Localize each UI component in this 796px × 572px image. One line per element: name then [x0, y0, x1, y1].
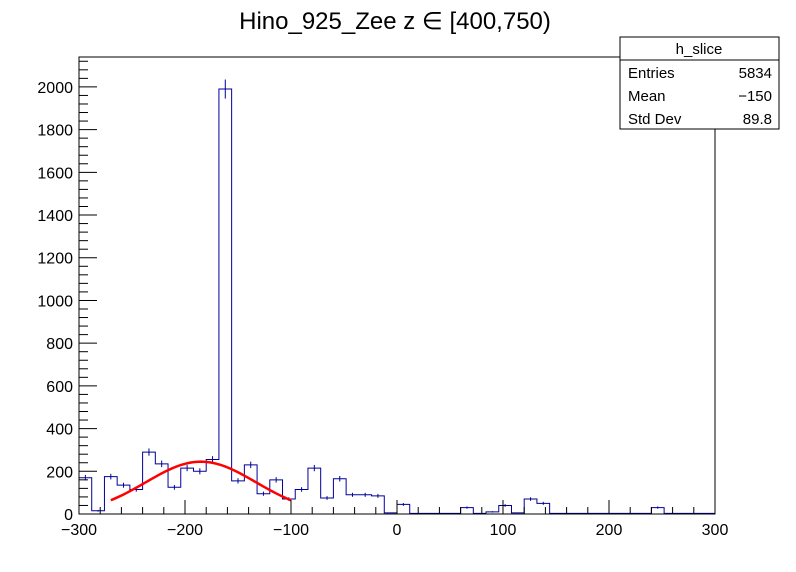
- y-tick-label: 200: [46, 464, 73, 481]
- histogram-bin: [206, 460, 219, 514]
- y-tick-label: 1400: [37, 208, 73, 225]
- histogram-bin: [308, 468, 321, 514]
- y-tick-label: 400: [46, 422, 73, 439]
- y-tick-label: 800: [46, 336, 73, 353]
- histogram-bin: [257, 494, 270, 514]
- stats-box-frame: [619, 36, 780, 130]
- histogram-bin: [232, 481, 245, 514]
- stats-mean-value: −150: [738, 88, 772, 105]
- histogram-bin: [79, 478, 92, 514]
- x-tick-label: 300: [702, 522, 729, 539]
- histogram-bin: [333, 479, 346, 514]
- histogram-bin: [321, 498, 334, 514]
- histogram-bin: [219, 89, 232, 514]
- histogram-bin: [346, 495, 359, 514]
- histogram-bin: [372, 496, 385, 514]
- x-tick-label: −200: [167, 522, 203, 539]
- histogram-bin: [295, 489, 308, 514]
- histogram-bin: [104, 477, 117, 514]
- stats-stddev-value: 89.8: [743, 111, 772, 128]
- histogram-bin: [168, 487, 181, 514]
- stats-box-title: h_slice: [676, 41, 723, 58]
- chart-title: Hino_925_Zee z ∈ [400,750): [239, 8, 551, 35]
- histogram-outline: [78, 88, 716, 514]
- stats-entries-label: Entries: [628, 65, 675, 82]
- x-tick-label: 200: [596, 522, 623, 539]
- stats-entries-value: 5834: [739, 65, 772, 82]
- y-tick-label: 0: [64, 507, 73, 524]
- stats-stddev-label: Std Dev: [628, 111, 682, 128]
- y-tick-label: 1600: [37, 165, 73, 182]
- stats-box: h_slice Entries 5834 Mean −150 Std Dev 8…: [619, 36, 780, 130]
- histogram-bin: [537, 503, 550, 514]
- gaussian-fit-curve: [110, 460, 292, 502]
- histogram-bin: [397, 504, 410, 514]
- y-tick-label: 1000: [37, 293, 73, 310]
- x-tick-label: 100: [490, 522, 517, 539]
- histogram-bin: [244, 465, 257, 514]
- x-tick-label: 0: [393, 522, 402, 539]
- y-tick-label: 1800: [37, 123, 73, 140]
- y-axis: 0 200 400 600 800 1000 1200 1400 1600 1800 2000: [37, 60, 97, 524]
- histogram-bin: [283, 499, 296, 514]
- y-tick-label: 1200: [37, 251, 73, 268]
- stats-mean-label: Mean: [628, 88, 666, 105]
- histogram-bin: [181, 468, 194, 514]
- histogram-bin: [117, 485, 130, 514]
- x-tick-label: −300: [61, 522, 97, 539]
- y-tick-label: 600: [46, 379, 73, 396]
- y-tick-label: 2000: [37, 80, 73, 97]
- histogram-bin: [524, 499, 537, 514]
- histogram-bin: [359, 495, 372, 514]
- histogram-bin: [193, 471, 206, 514]
- histogram-bin: [130, 489, 143, 514]
- x-axis: −300 −200 −100 0 100 200 300: [61, 500, 728, 539]
- x-tick-label: −100: [273, 522, 309, 539]
